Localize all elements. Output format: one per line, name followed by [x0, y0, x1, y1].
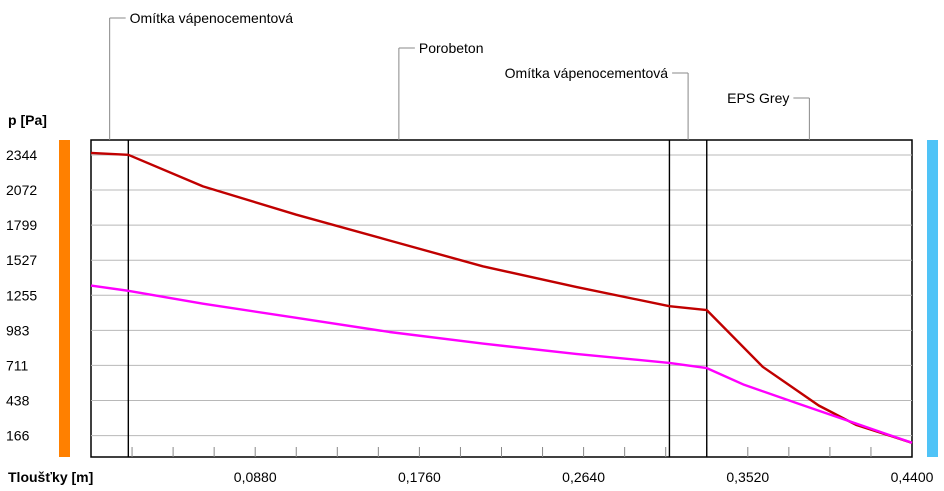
y-tick-label: 2344 — [6, 147, 37, 163]
y-tick-label: 1527 — [6, 252, 37, 268]
series-line — [90, 151, 913, 444]
x-tick-label: 0,1760 — [398, 469, 441, 485]
x-tick-labels: 0,0880 0,1760 0,2640 0,3520 0,4400 — [234, 469, 934, 485]
layer-label: Omítka vápenocementová — [505, 65, 669, 81]
y-tick-label: 438 — [6, 393, 30, 409]
y-tick-label: 983 — [6, 322, 30, 338]
layer-label: Omítka vápenocementová — [130, 10, 294, 26]
plot-area — [90, 139, 913, 458]
x-minor-ticks — [131, 447, 872, 457]
y-axis-label: p [Pa] — [8, 112, 47, 128]
grid — [91, 154, 912, 437]
layer-label: EPS Grey — [727, 90, 789, 106]
x-tick-label: 0,0880 — [234, 469, 277, 485]
x-tick-label: 0,2640 — [562, 469, 605, 485]
y-tick-label: 1255 — [6, 287, 37, 303]
series-line — [90, 284, 913, 444]
layer-boundaries — [127, 140, 708, 457]
left-color-bar — [59, 140, 70, 457]
right-color-bar — [927, 140, 938, 457]
y-tick-label: 166 — [6, 428, 30, 444]
layer-callouts: Omítka vápenocementová Porobeton Omítka vá… — [109, 10, 810, 140]
x-tick-label: 0,4400 — [891, 469, 934, 485]
x-tick-label: 0,3520 — [726, 469, 769, 485]
y-tick-label: 2072 — [6, 182, 37, 198]
x-axis-label: Tloušťky [m] — [8, 469, 93, 485]
y-tick-labels: 2344 2072 1799 1527 1255 983 711 438 166 — [6, 147, 37, 444]
y-tick-label: 711 — [6, 357, 29, 373]
y-tick-label: 1799 — [6, 217, 37, 233]
series-lines — [90, 151, 913, 444]
layer-label: Porobeton — [419, 40, 484, 56]
